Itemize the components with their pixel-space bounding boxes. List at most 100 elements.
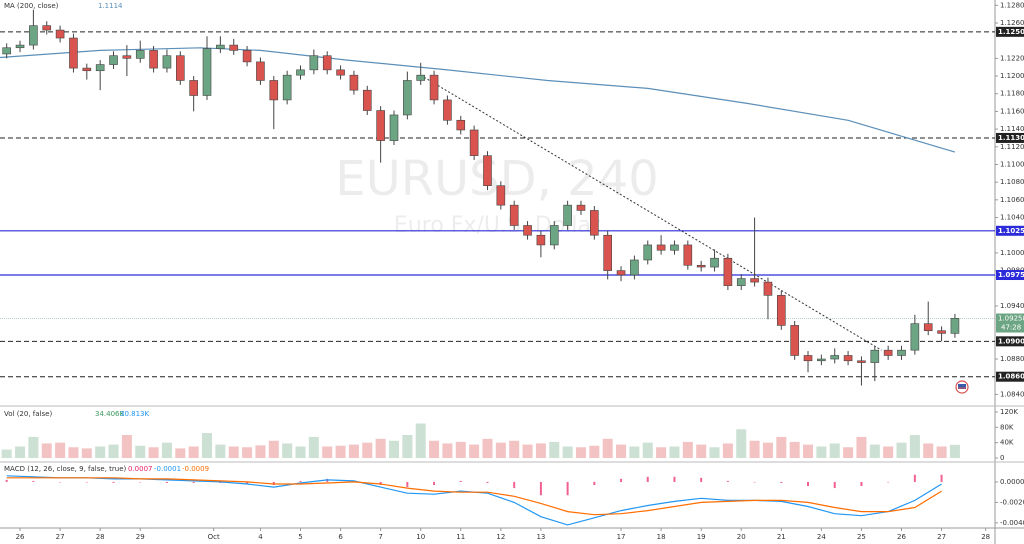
y-tick-label: 1.10400	[1000, 214, 1024, 222]
event-icon[interactable]	[955, 380, 969, 394]
candle-body	[603, 234, 612, 271]
level-label-box	[996, 371, 1024, 382]
y-tick-label: 1.11400	[1000, 125, 1024, 133]
candle-body	[256, 61, 265, 81]
candle-body	[496, 185, 506, 206]
macd-histogram-bar	[833, 481, 836, 489]
macd-legend-value: -0.0009	[182, 465, 209, 473]
x-tick-label: 13	[536, 533, 545, 541]
candle-body	[336, 69, 345, 76]
level-label-box	[996, 132, 1024, 143]
candle-body	[15, 44, 25, 49]
candle-body	[750, 278, 759, 283]
volume-bar	[495, 442, 506, 459]
volume-bar	[829, 443, 840, 459]
volume-bar	[348, 444, 359, 459]
macd-histogram-bar	[753, 481, 756, 483]
x-tick-label: 28	[96, 533, 105, 541]
y-tick-label: 1.08400	[1000, 390, 1024, 398]
countdown: 47:28	[1001, 324, 1021, 332]
volume-bar	[749, 440, 760, 459]
y-tick-label: 1.11000	[1000, 160, 1024, 168]
candle-body	[469, 129, 479, 156]
volume-legend-value: 34.406K	[95, 410, 124, 418]
volume-bar	[656, 447, 667, 459]
volume-bar	[1, 449, 12, 459]
macd-y-tick-label: 0.0000	[1000, 478, 1024, 486]
candle-body	[429, 74, 439, 101]
x-tick-label: 26	[16, 533, 25, 541]
volume-bar	[95, 446, 106, 459]
volume-bar	[602, 438, 613, 459]
macd-histogram-bar	[807, 481, 810, 487]
volume-bar	[936, 446, 947, 459]
y-tick-label: 1.08800	[1000, 355, 1024, 363]
x-tick-label: 5	[298, 533, 302, 541]
candle-body	[149, 50, 158, 69]
volume-bar	[295, 446, 306, 459]
macd-histogram-bar	[165, 481, 168, 483]
volume-bar	[923, 443, 934, 459]
candle-body	[656, 244, 666, 251]
y-tick-label: 1.12200	[1000, 54, 1024, 62]
candle-body	[176, 55, 185, 81]
macd-histogram-bar	[539, 481, 542, 496]
candle-body	[242, 50, 252, 63]
volume-bar	[482, 438, 493, 459]
candle-body	[736, 278, 746, 286]
macd-legend: MACD (12, 26, close, 9, false, true)	[4, 465, 127, 473]
candle-body	[777, 295, 786, 326]
macd-histogram-bar	[32, 480, 35, 482]
level-label: 1.10250	[998, 227, 1024, 235]
volume-bar	[816, 446, 827, 459]
candle-body	[910, 323, 920, 351]
candle-body	[135, 50, 145, 59]
x-tick-label: 11	[456, 533, 465, 541]
level-label: 1.08600	[998, 373, 1024, 381]
macd-histogram-bar	[620, 478, 623, 482]
candle-body	[229, 44, 239, 51]
candle-body	[710, 257, 719, 268]
macd-histogram-bar	[700, 477, 703, 482]
volume-bar	[896, 442, 907, 459]
candle-body	[216, 44, 225, 49]
x-tick-label: 28	[981, 533, 990, 541]
candle-body	[670, 244, 679, 251]
candle-body	[416, 74, 426, 81]
candle-body	[389, 114, 399, 141]
candle-body	[483, 155, 492, 186]
level-label-box	[996, 225, 1024, 236]
macd-histogram-bar	[887, 481, 890, 483]
x-tick-label: 20	[737, 533, 746, 541]
y-tick-label: 1.11200	[1000, 143, 1024, 151]
macd-legend-value: -0.0001	[154, 465, 181, 473]
candle-body	[42, 25, 52, 31]
volume-bar	[242, 447, 253, 459]
volume-bar	[68, 447, 79, 459]
macd-histogram-bar	[5, 479, 8, 482]
y-tick-label: 1.10600	[1000, 196, 1024, 204]
macd-y-tick-label: -0.0040	[1000, 519, 1024, 527]
candle-body	[362, 89, 372, 111]
candle-body	[536, 234, 546, 246]
volume-bar	[642, 442, 653, 459]
volume-bar	[776, 436, 787, 459]
ma-legend-value: 1.1114	[98, 2, 123, 10]
volume-bar	[41, 443, 52, 459]
volume-bar	[629, 446, 640, 459]
y-tick-label: 1.09400	[1000, 302, 1024, 310]
level-label: 1.09000	[998, 337, 1024, 345]
volume-bar	[682, 441, 693, 459]
macd-histogram-bar	[433, 481, 436, 486]
x-tick-label: 4	[258, 533, 263, 541]
candle-body	[763, 281, 773, 296]
volume-bar	[856, 436, 867, 459]
macd-histogram-bar	[513, 481, 516, 489]
volume-bar	[135, 445, 146, 459]
y-tick-label: 1.11600	[1000, 107, 1024, 115]
macd-histogram-bar	[406, 481, 409, 488]
volume-bar	[909, 434, 920, 459]
x-tick-label: 27	[56, 533, 65, 541]
